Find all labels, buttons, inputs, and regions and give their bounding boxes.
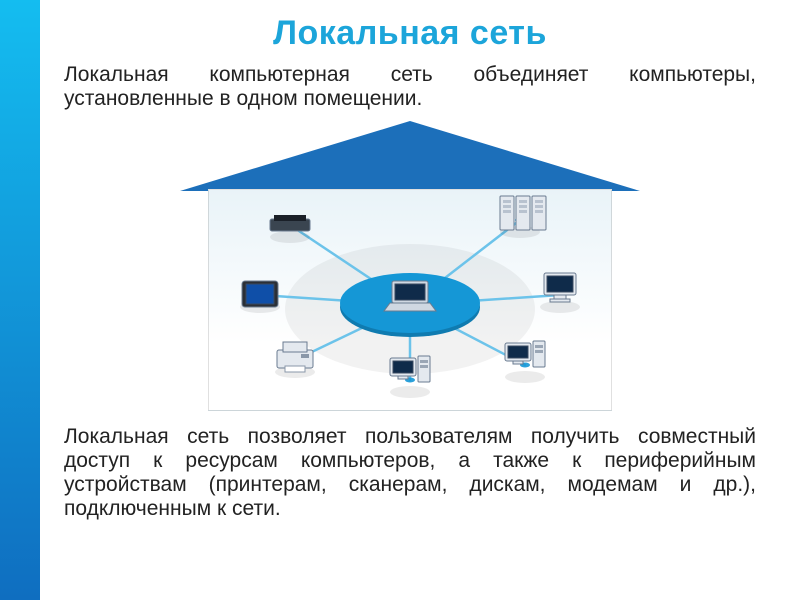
device-server-icon <box>500 196 546 238</box>
slide-content: Локальная сеть Локальная компьютерная се… <box>40 0 800 600</box>
network-diagram <box>220 195 600 405</box>
house-body <box>208 189 612 411</box>
hub-laptop-icon <box>384 281 436 311</box>
device-monitor-r-icon <box>540 273 580 313</box>
left-accent-bar <box>0 0 40 600</box>
house-roof <box>180 121 640 191</box>
device-tablet-icon <box>240 281 280 313</box>
device-printer-icon <box>275 342 315 378</box>
device-pc-br-icon <box>505 341 545 383</box>
device-scanner-icon <box>270 215 310 243</box>
intro-text: Локальная компьютерная сеть объединяет к… <box>64 63 756 111</box>
footer-text: Локальная сеть позволяет пользователям п… <box>64 425 756 521</box>
roof-triangle <box>180 121 640 191</box>
house-shape <box>180 121 640 411</box>
page-title: Локальная сеть <box>64 14 756 53</box>
diagram-container <box>64 121 756 411</box>
